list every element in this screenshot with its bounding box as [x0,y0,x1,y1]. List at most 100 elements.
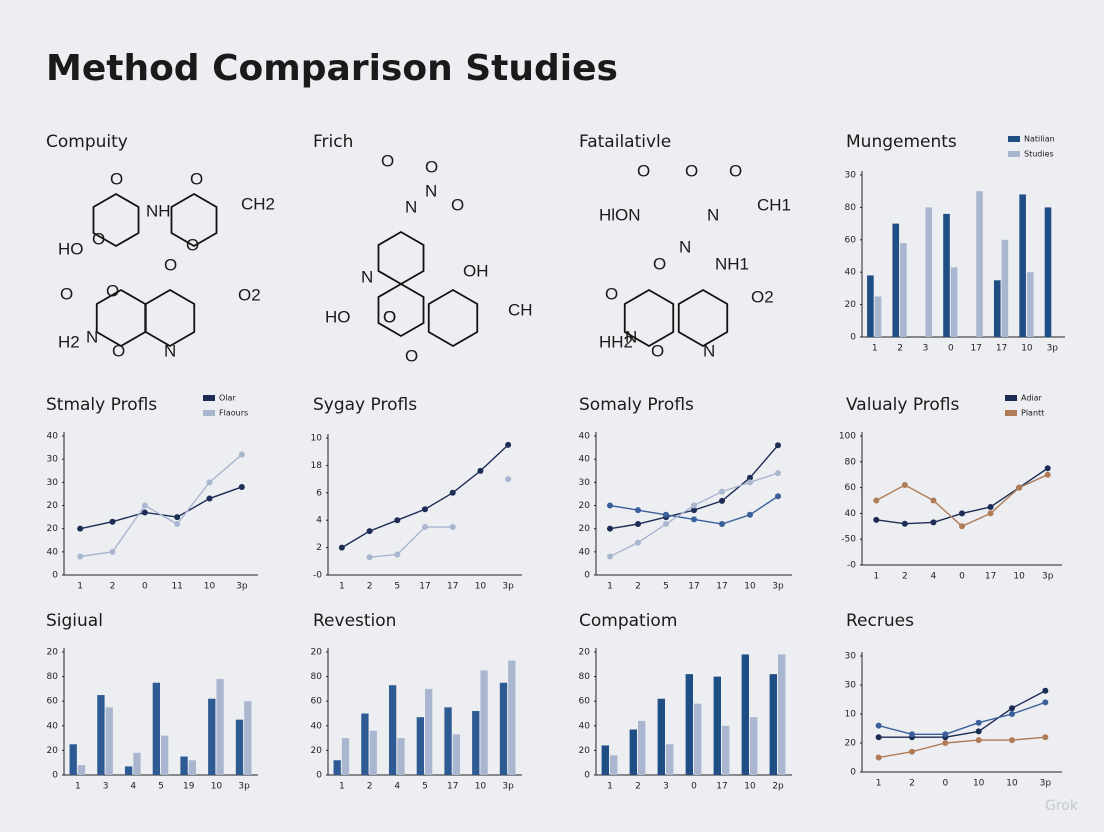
atom-label: N [164,341,176,360]
atom-label: CH1 [757,195,791,214]
atom-label: O [164,255,177,274]
atom-label: NH [146,201,171,220]
atom-label: N [707,205,719,224]
y-tick-label: 0 [52,571,58,581]
x-tick-label: 3p [1047,344,1059,354]
x-tick-label: 2 [110,582,116,592]
y-tick-label: 0 [850,768,856,778]
legend-swatch [1008,136,1020,142]
y-tick-label: 40 [579,455,591,465]
point [747,479,753,486]
y-tick-label: 0 [316,771,322,781]
point [719,488,725,495]
bar [769,674,777,775]
y-tick-label: 0 [584,571,590,581]
atom-label: CH [508,300,533,319]
point [747,511,753,518]
ring-bond [95,288,147,348]
atom-label: O [112,341,125,360]
x-tick-label: 2 [897,344,903,354]
point [394,517,401,524]
bar [480,670,488,775]
point [206,479,213,486]
x-tick-label: 2 [635,782,641,792]
x-tick-label: 17 [985,572,996,582]
y-tick-label: 30 [47,478,59,488]
x-tick-label: 3p [502,582,514,592]
y-tick-label: 20 [47,648,59,658]
point [942,740,949,746]
x-tick-label: 0 [142,582,148,592]
point [1044,471,1051,478]
bar [69,744,77,775]
y-tick-label: 20 [579,746,591,756]
y-tick-label: 30 [579,478,591,488]
point [477,467,484,474]
bar [361,713,369,775]
point [775,470,781,477]
bar [657,698,665,775]
x-tick-label: 4 [394,782,400,792]
line [609,444,779,530]
atom-label: H2 [58,332,80,351]
y-tick-label: 30 [47,455,59,465]
point [449,524,456,531]
bar [124,766,133,775]
point [635,507,641,514]
atom-label: N [625,327,637,346]
bar [685,674,693,775]
x-tick-label: 3 [103,782,109,792]
point [206,495,213,502]
legend-label: Natilian [1024,135,1055,144]
point [141,509,148,516]
legend-swatch [1005,395,1017,401]
atom-label: HH2 [599,332,633,351]
point [942,731,949,738]
point [959,510,965,517]
bar [925,207,933,337]
atom-label: O [106,281,119,300]
molecule-title: Compuity [46,132,128,152]
bar [722,725,730,775]
point [930,497,937,504]
x-tick-label: 17 [447,582,458,592]
atom-label: N [425,181,437,200]
point [691,516,697,523]
atom-label: CH2 [241,194,275,213]
atom-label: O [605,284,618,303]
atom-label: O [383,307,396,326]
atom-label: NH1 [715,254,749,273]
watermark: Grok [1045,798,1079,814]
point [141,502,148,509]
bar [1019,194,1026,337]
bar [508,660,516,775]
point [1009,705,1015,712]
x-tick-label: 1 [876,779,882,789]
bar [152,682,160,775]
line [878,690,1046,738]
ring-bond [92,192,140,248]
bar [105,707,113,775]
bar [892,223,900,337]
chart-title: Somaly Profls [579,395,694,415]
y-tick-label: 18 [311,461,323,471]
y-tick-label: 80 [579,672,591,682]
bar [638,720,646,775]
point [607,525,613,532]
y-tick-label: 40 [47,721,59,731]
point [909,731,915,738]
point [607,553,613,560]
legend-label: Flaours [219,409,248,418]
y-tick-label: 6 [316,488,322,498]
line [875,474,1048,528]
point [875,754,882,761]
x-tick-label: 1 [873,572,879,582]
point [109,548,116,555]
x-tick-label: 10 [973,779,985,789]
point [1042,734,1049,741]
x-tick-label: 17 [970,344,981,354]
x-tick-label: 10 [744,782,756,792]
x-tick-label: 5 [663,582,669,592]
x-tick-label: 0 [691,782,697,792]
x-tick-label: 1 [872,344,878,354]
